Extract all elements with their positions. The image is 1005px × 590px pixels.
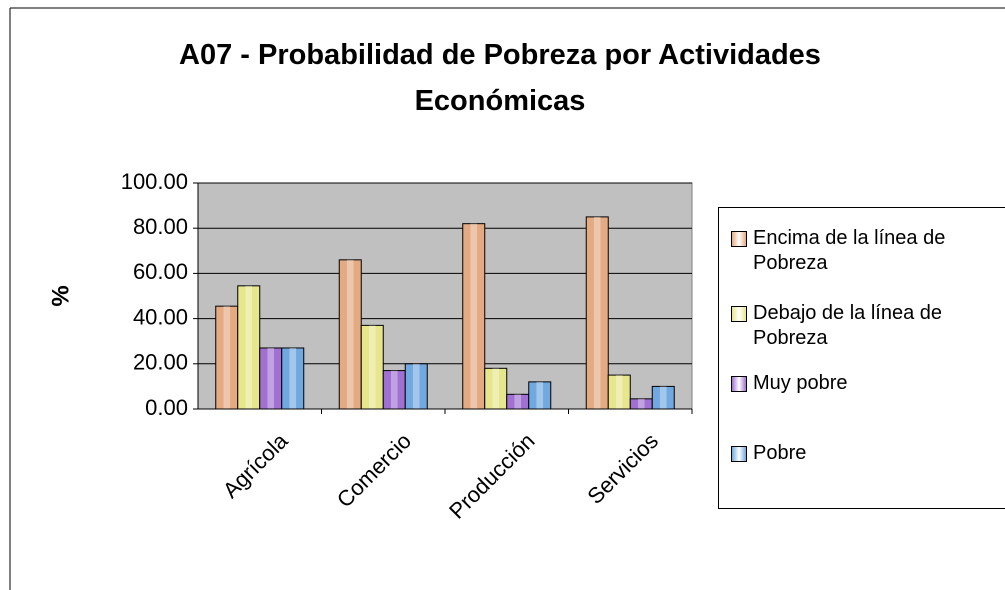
legend-entry: Muy pobre bbox=[731, 371, 1001, 396]
y-tick-label: 20.00 bbox=[133, 350, 188, 375]
y-tick-label: 60.00 bbox=[133, 259, 188, 284]
bar bbox=[462, 223, 486, 410]
legend-label: Muy pobre bbox=[753, 372, 848, 394]
bar bbox=[382, 370, 406, 410]
bar bbox=[629, 398, 653, 410]
bar bbox=[585, 216, 609, 410]
bar bbox=[651, 385, 675, 410]
legend-entry: Pobre bbox=[731, 441, 1001, 466]
bar bbox=[607, 374, 631, 410]
legend-swatch bbox=[731, 306, 747, 322]
bar bbox=[237, 285, 261, 410]
legend-entry: Debajo de la línea de Pobreza bbox=[731, 301, 1001, 351]
y-tick-label: 0.00 bbox=[145, 395, 188, 420]
bar bbox=[404, 363, 428, 410]
legend-swatch bbox=[731, 376, 747, 392]
bar bbox=[338, 259, 362, 410]
bar bbox=[215, 305, 239, 410]
x-tick-label: Agrícola bbox=[218, 428, 293, 503]
x-tick-label: Comercio bbox=[332, 428, 416, 512]
chart-title: A07 - Probabilidad de Pobreza por Activi… bbox=[179, 39, 821, 117]
legend-label: Encima de la línea de Pobreza bbox=[753, 227, 946, 274]
legend-label: Pobre bbox=[753, 442, 807, 464]
x-tick-label: Producción bbox=[444, 428, 540, 524]
bar bbox=[259, 347, 283, 410]
y-tick-label: 40.00 bbox=[133, 304, 188, 329]
legend-entry: Encima de la línea de Pobreza bbox=[731, 226, 1001, 276]
bar bbox=[360, 324, 384, 410]
y-axis-label: % bbox=[47, 285, 74, 306]
legend-swatch bbox=[731, 231, 747, 247]
legend-swatch bbox=[731, 446, 747, 462]
bar bbox=[506, 393, 530, 410]
legend-label: Debajo de la línea de Pobreza bbox=[753, 302, 943, 349]
bar bbox=[528, 381, 552, 410]
x-tick-label: Servicios bbox=[582, 428, 663, 509]
y-tick-label: 100.00 bbox=[121, 169, 188, 194]
bar bbox=[484, 367, 508, 410]
legend: Encima de la línea de Pobreza Debajo de l… bbox=[718, 207, 1005, 509]
bar bbox=[281, 347, 305, 410]
y-tick-label: 80.00 bbox=[133, 214, 188, 239]
